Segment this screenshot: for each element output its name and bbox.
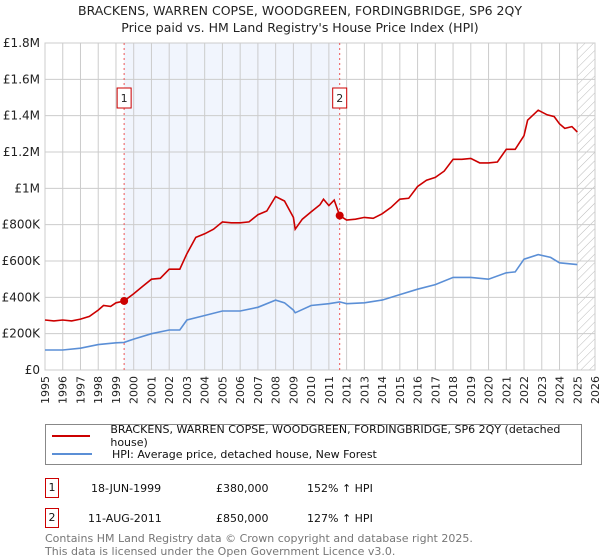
sale-point: [120, 296, 129, 305]
y-tick-label: £1.6M: [3, 72, 40, 86]
x-tick-label: 2025: [571, 376, 584, 404]
sale-row: 1 18-JUN-1999 £380,000 152% ↑ HPI: [45, 478, 545, 500]
x-tick-label: 2007: [252, 376, 265, 404]
x-tick-label: 2013: [358, 376, 371, 404]
x-tick-label: 2012: [341, 376, 354, 404]
sale-price: £850,000: [216, 512, 269, 525]
plot-border: [44, 42, 596, 371]
x-tick-label: 2006: [234, 376, 247, 404]
forecast-hatch-region: [577, 43, 595, 370]
legend-label: BRACKENS, WARREN COPSE, WOODGREEN, FORDI…: [110, 423, 561, 449]
x-tick-label: 2016: [412, 376, 425, 404]
x-tick-label: 2003: [181, 376, 194, 404]
y-tick-label: £200K: [2, 327, 42, 341]
x-tick-label: 1999: [110, 376, 123, 404]
y-tick-label: £400K: [2, 290, 42, 304]
x-tick-label: 2019: [465, 376, 478, 404]
sale-hpi: 127% ↑ HPI: [307, 512, 373, 525]
sale-marker-label: 1: [121, 92, 128, 105]
plot-area: 1995 1996 1997 1998 1999 2000 2001 2002 2003 2004…: [2, 36, 600, 404]
chart-title: BRACKENS, WARREN COPSE, WOODGREEN, FORDI…: [78, 3, 522, 18]
sale-marker-badge: [116, 87, 132, 109]
x-tick-label: 1996: [57, 376, 70, 404]
x-tick-label: 2009: [287, 376, 300, 404]
x-tick-label: 2015: [394, 376, 407, 404]
sale-point: [335, 211, 344, 220]
x-tick-label: 2005: [216, 376, 229, 404]
x-tick-label: 1998: [92, 376, 105, 404]
shaded-ownership-period: [124, 43, 340, 370]
x-tick-label: 2023: [536, 376, 549, 404]
x-tick-label: 2001: [145, 376, 158, 404]
x-tick-label: 1997: [74, 376, 87, 404]
footer-copyright: Contains HM Land Registry data © Crown c…: [45, 532, 473, 545]
x-tick-label: 2011: [323, 376, 336, 404]
sale-marker-badge: [332, 87, 348, 109]
sale-marker-badge: 1: [45, 478, 59, 498]
y-tick-label: £600K: [2, 254, 42, 268]
legend-item-hpi: HPI: Average price, detached house, New …: [52, 446, 377, 462]
x-tick-label: 2021: [500, 376, 513, 404]
sale-marker-label: 2: [336, 92, 343, 105]
legend-label: HPI: Average price, detached house, New …: [112, 447, 377, 461]
x-tick-label: 2018: [447, 376, 460, 404]
sale-date: 18-JUN-1999: [91, 482, 162, 495]
x-tick-label: 2017: [429, 376, 442, 404]
footer-licence: This data is licensed under the Open Gov…: [45, 545, 396, 558]
y-tick-label: £1.2M: [3, 145, 40, 159]
legend-item-property: BRACKENS, WARREN COPSE, WOODGREEN, FORDI…: [52, 423, 581, 449]
y-tick-label: £0: [25, 363, 40, 377]
property-series-line: [44, 109, 578, 322]
x-tick-label: 2022: [518, 376, 531, 404]
x-tick-label: 2008: [270, 376, 283, 404]
sale-row: 2 11-AUG-2011 £850,000 127% ↑ HPI: [45, 508, 545, 530]
x-tick-label: 2000: [128, 376, 141, 404]
chart-subtitle: Price paid vs. HM Land Registry's House …: [121, 20, 479, 35]
sale-price: £380,000: [216, 482, 269, 495]
sale-marker-badge: 2: [45, 508, 59, 528]
x-tick-label: 2004: [199, 376, 212, 404]
red-line-swatch-icon: [52, 435, 91, 437]
y-tick-label: £1.4M: [3, 109, 40, 123]
y-tick-label: £800K: [2, 218, 42, 232]
x-tick-label: 2002: [163, 376, 176, 404]
y-tick-label: £1M: [14, 181, 40, 195]
hpi-series-line: [45, 253, 578, 351]
sale-hpi: 152% ↑ HPI: [307, 482, 373, 495]
x-tick-label: 2024: [554, 376, 567, 404]
x-tick-label: 1995: [39, 376, 52, 404]
x-tick-label: 2010: [305, 376, 318, 404]
x-tick-label: 2020: [483, 376, 496, 404]
blue-line-swatch-icon: [52, 453, 92, 455]
y-tick-label: £1.8M: [3, 36, 40, 50]
legend: BRACKENS, WARREN COPSE, WOODGREEN, FORDI…: [45, 423, 582, 465]
sale-date: 11-AUG-2011: [88, 512, 162, 525]
x-tick-label: 2014: [376, 376, 389, 404]
x-tick-label: 2026: [589, 376, 600, 404]
